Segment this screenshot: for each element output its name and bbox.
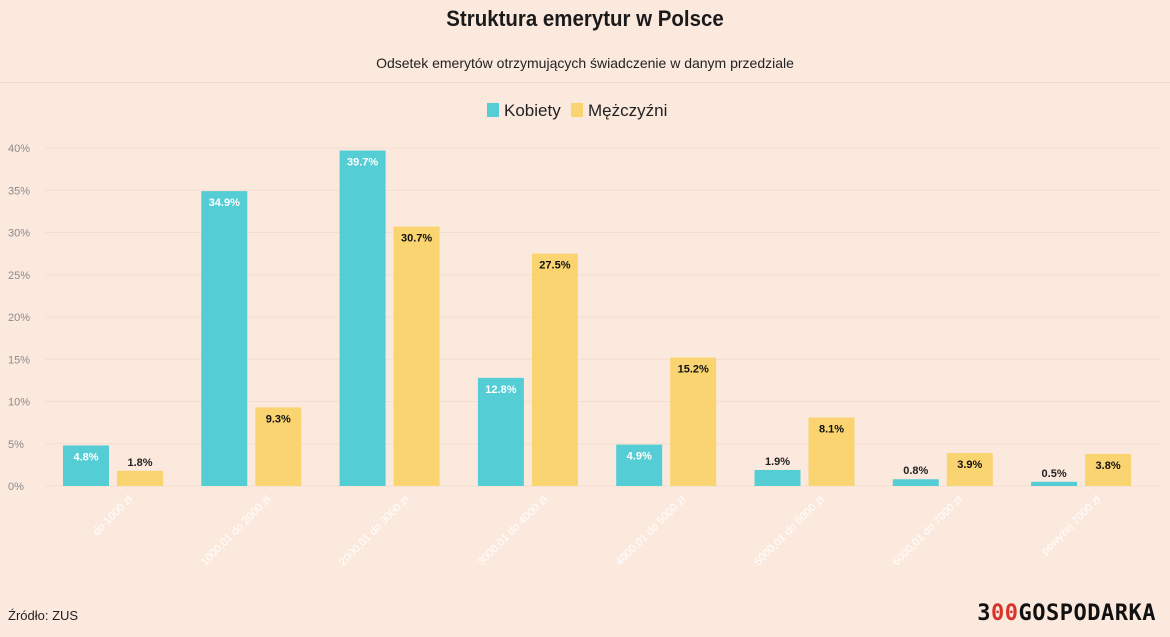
bar (393, 226, 440, 486)
y-tick-label: 15% (8, 354, 30, 366)
data-label: 39.7% (347, 157, 378, 169)
y-tick-label: 40% (8, 143, 30, 155)
data-label: 4.9% (627, 451, 652, 463)
data-label: 9.3% (266, 413, 291, 425)
brand-logo: 300GOSPODARKA (977, 601, 1156, 626)
bar (670, 357, 717, 486)
data-label: 4.8% (73, 451, 98, 463)
data-label: 27.5% (539, 260, 570, 272)
bar (892, 479, 939, 486)
x-tick-label: 6000,01 do 7000 zł (890, 493, 965, 568)
bar (255, 407, 302, 486)
y-tick-label: 35% (8, 185, 30, 197)
data-label: 15.2% (678, 364, 709, 376)
x-tick-label: do 1000 zł (91, 493, 136, 538)
bar (1031, 481, 1078, 486)
x-tick-label: powyżej 7000 zł (1039, 493, 1103, 557)
bar-chart: 0% 5% 10% 15% 20% 25% 30% 35% 40% Kobiety Mężczyźn… (8, 101, 1160, 568)
legend-label: Mężczyźni (588, 101, 667, 120)
data-label: 1.9% (765, 456, 790, 468)
bar (63, 445, 109, 486)
bar (946, 453, 993, 486)
data-label: 0.5% (1042, 468, 1067, 480)
chart-subtitle: Odsetek emerytów otrzymujących świadczen… (376, 55, 794, 71)
bar (117, 470, 163, 486)
y-tick-label: 25% (8, 270, 30, 282)
y-tick-label: 0% (8, 481, 24, 493)
bar (201, 191, 248, 486)
data-label: 0.8% (903, 465, 928, 477)
legend-label: Kobiety (504, 101, 561, 120)
x-tick-label: 5000,01 do 6000 zł (752, 493, 827, 568)
data-label: 8.1% (819, 424, 844, 436)
x-tick-label: 2000,01 do 3000 zł (337, 493, 412, 568)
data-label: 12.8% (485, 384, 516, 396)
bar (808, 417, 855, 486)
x-tick-label: 3000,01 do 4000 zł (475, 493, 550, 568)
data-label: 34.9% (209, 197, 240, 209)
x-tick-label: 4000,01 do 5000 zł (614, 493, 689, 568)
legend-swatch (571, 103, 583, 117)
bar (1085, 453, 1132, 486)
y-tick-label: 10% (8, 397, 30, 409)
bar (531, 253, 578, 486)
data-label: 3.9% (957, 459, 982, 471)
header-divider (0, 82, 1170, 83)
y-tick-label: 20% (8, 312, 30, 324)
chart-title: Struktura emerytur w Polsce (446, 6, 724, 31)
source-note: Źródło: ZUS (8, 608, 79, 623)
y-tick-label: 5% (8, 439, 24, 451)
legend-swatch (487, 103, 499, 117)
bar (477, 377, 524, 486)
data-label: 30.7% (401, 233, 432, 245)
bar (616, 444, 663, 486)
bar (754, 469, 801, 486)
bar (339, 150, 386, 486)
data-label: 1.8% (127, 457, 152, 469)
data-label: 3.8% (1096, 460, 1121, 472)
y-tick-label: 30% (8, 228, 30, 240)
x-tick-label: 1000,01 do 2000 zł (199, 493, 274, 568)
